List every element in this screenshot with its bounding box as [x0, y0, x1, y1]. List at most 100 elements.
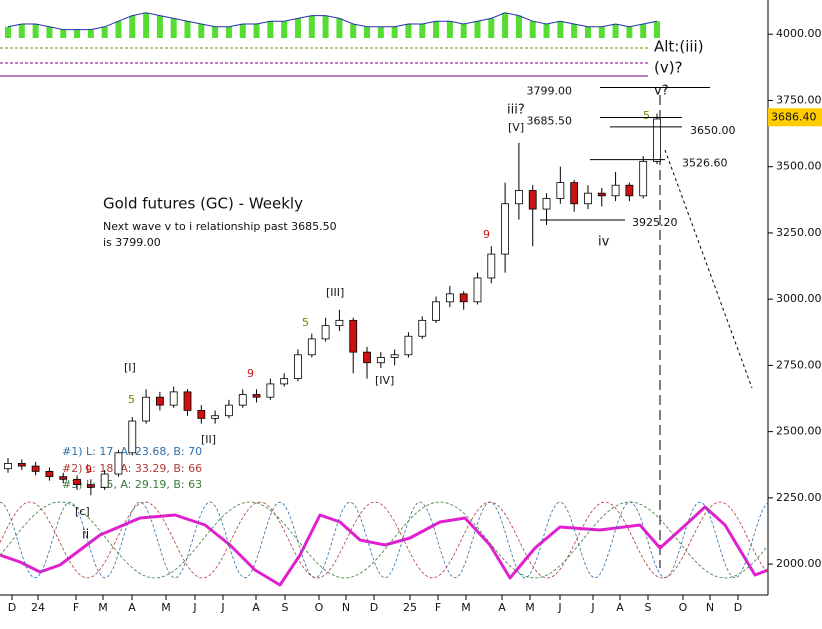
- candle-body: [128, 420, 137, 454]
- wave-label: ii: [82, 528, 89, 543]
- candle-body: [155, 396, 164, 406]
- indicator-bar: [598, 26, 605, 38]
- indicator-bar: [502, 12, 509, 39]
- candle-body: [211, 415, 220, 419]
- wave-label: v?: [654, 84, 669, 99]
- count-label: 9: [85, 463, 92, 476]
- candle-body: [238, 394, 247, 406]
- candle-body: [418, 319, 427, 337]
- x-tick-label: J: [557, 601, 561, 614]
- x-tick-label: 25: [403, 601, 417, 614]
- candle-body: [31, 465, 40, 472]
- cycle-wave: [0, 501, 769, 579]
- candle-body: [142, 396, 150, 422]
- candle-body: [335, 319, 344, 327]
- y-tick-label: 2250.00: [776, 491, 822, 504]
- level-label: 3650.00: [690, 124, 736, 137]
- indicator-bar: [198, 24, 205, 38]
- candle-body: [169, 391, 178, 406]
- level-label: 3799.00: [527, 84, 573, 97]
- candle-body: [584, 192, 592, 205]
- x-tick-label: F: [73, 601, 79, 614]
- x-tick-label: D: [734, 601, 742, 614]
- wave-label: 5: [302, 316, 309, 329]
- candle-body: [252, 394, 261, 398]
- last-price-box: [768, 108, 822, 127]
- x-tick-label: S: [282, 601, 289, 614]
- projection-line: [664, 149, 753, 389]
- x-tick-label: O: [315, 601, 324, 614]
- indicator-bar: [253, 24, 260, 38]
- y-tick-label: 4000.00: [776, 27, 822, 40]
- indicator-bar: [156, 15, 163, 38]
- candle-body: [528, 190, 537, 210]
- indicator-bar: [391, 26, 398, 38]
- candle-body: [639, 160, 648, 197]
- x-tick-label: M: [98, 601, 108, 614]
- candle-body: [59, 476, 68, 480]
- x-tick-label: M: [461, 601, 471, 614]
- candle-body: [17, 463, 26, 467]
- indicator-bar: [281, 21, 288, 38]
- x-tick-label: S: [645, 601, 652, 614]
- candle-body: [597, 192, 606, 197]
- wave-label: [IV]: [375, 374, 394, 387]
- indicator-bar: [184, 21, 191, 38]
- indicator-bar: [529, 21, 536, 38]
- wave-label: 5: [128, 393, 135, 406]
- indicator-bar: [5, 26, 11, 38]
- x-tick-label: M: [525, 601, 535, 614]
- candle-body: [266, 383, 275, 398]
- indicator-line: [7, 12, 658, 31]
- legend-line: #3) L: 35, A: 29.19, B: 63: [62, 478, 202, 491]
- indicator-bar: [654, 21, 660, 38]
- x-tick-label: J: [220, 601, 224, 614]
- indicator-bar: [32, 24, 39, 38]
- indicator-bar: [515, 15, 522, 38]
- legend-line: #2) L: 18, A: 33.29, B: 66: [62, 462, 202, 475]
- candle-body: [611, 184, 620, 197]
- indicator-bar: [446, 21, 453, 38]
- candle-body: [515, 190, 523, 205]
- candle-body: [349, 319, 358, 353]
- indicator-bar: [433, 21, 440, 38]
- candle-body: [86, 484, 95, 488]
- last-price-label: 3686.40: [771, 110, 817, 123]
- count-label: 9: [247, 367, 254, 380]
- candle-body: [280, 378, 289, 385]
- candle-body: [653, 118, 661, 162]
- indicator-bar: [239, 24, 246, 38]
- candle-body: [100, 473, 109, 488]
- indicator-bar: [571, 24, 578, 38]
- level-label: 3685.50: [527, 115, 573, 128]
- indicator-bar: [612, 24, 619, 38]
- candle-body: [73, 478, 81, 486]
- candle-body: [363, 351, 371, 364]
- x-tick-label: J: [590, 601, 594, 614]
- candle-body: [473, 277, 482, 303]
- candle-body: [542, 198, 551, 210]
- y-tick-label: 3250.00: [776, 226, 822, 239]
- x-tick-label: N: [342, 601, 350, 614]
- candle-body: [625, 184, 634, 197]
- indicator-bar: [377, 26, 384, 38]
- indicator-bar: [460, 24, 467, 38]
- wave-label: [V]: [508, 121, 524, 134]
- indicator-bar: [101, 26, 108, 38]
- candle-body: [570, 182, 579, 205]
- count-label: 9: [483, 228, 490, 241]
- indicator-bar: [488, 18, 495, 38]
- indicator-bar: [74, 29, 81, 38]
- indicator-bar: [364, 26, 371, 38]
- y-tick-label: 3750.00: [776, 93, 822, 106]
- y-tick-label: 2000.00: [776, 557, 822, 570]
- x-tick-label: A: [252, 601, 260, 614]
- candle-body: [404, 335, 413, 356]
- candle-body: [432, 301, 440, 321]
- indicator-bar: [322, 15, 329, 38]
- x-tick-label: M: [161, 601, 171, 614]
- candle-body: [4, 463, 12, 470]
- x-tick-label: D: [8, 601, 16, 614]
- candle-body: [307, 338, 316, 356]
